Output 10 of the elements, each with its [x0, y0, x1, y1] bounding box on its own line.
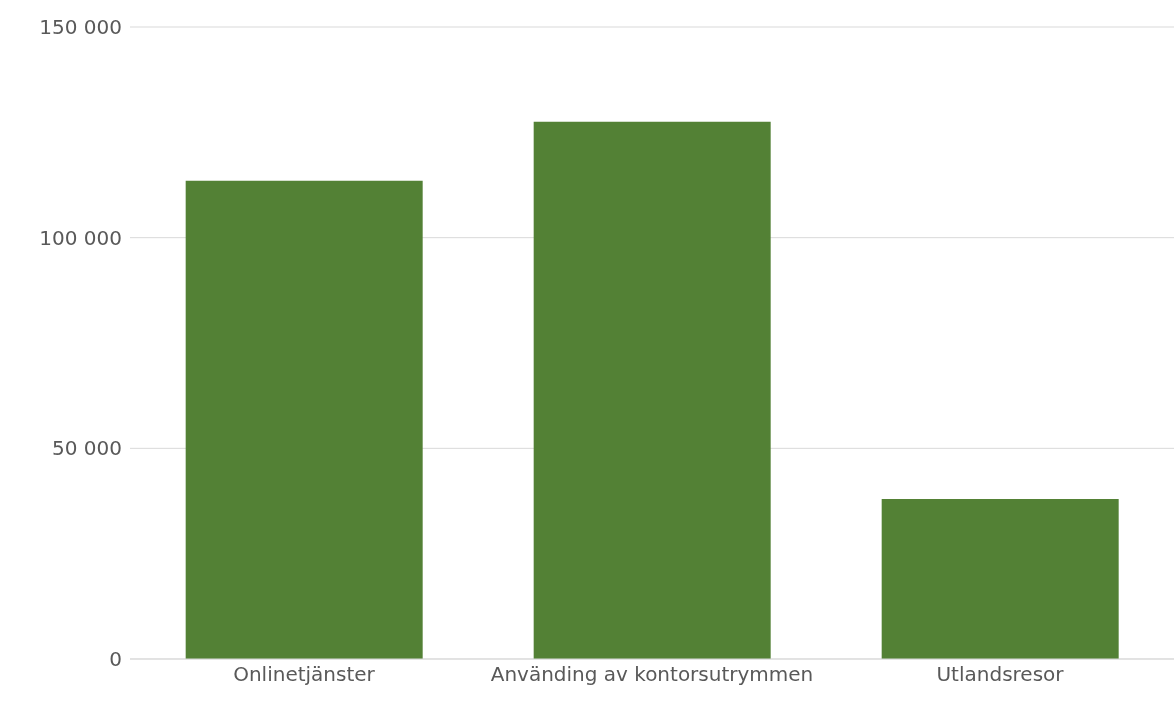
y-tick-label: 100 000 — [39, 225, 122, 250]
y-tick-label: 0 — [109, 647, 122, 672]
y-tick-label: 150 000 — [39, 15, 122, 40]
x-tick-label: Onlinetjänster — [233, 662, 376, 687]
bar — [185, 180, 423, 659]
x-tick-label: Använding av kontorsutrymmen — [490, 662, 814, 687]
y-tick-label: 50 000 — [52, 436, 122, 461]
bar — [881, 498, 1119, 659]
bar — [533, 121, 771, 659]
x-tick-label: Utlandsresor — [936, 662, 1065, 687]
